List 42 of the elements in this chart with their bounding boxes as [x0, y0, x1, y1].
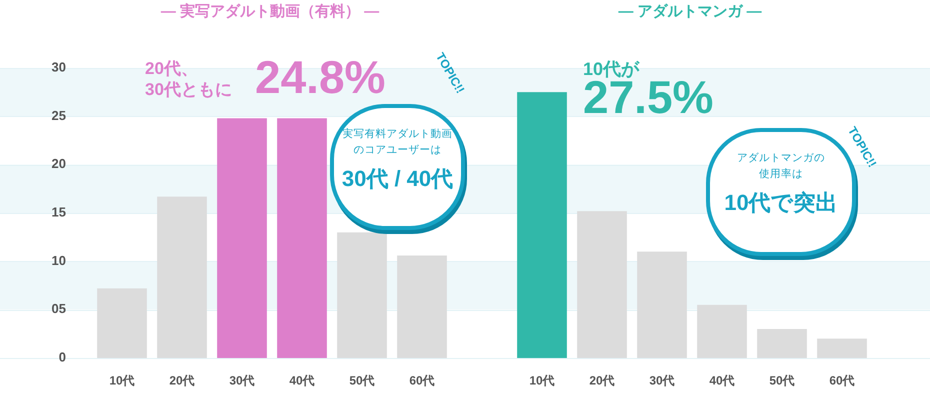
bar	[157, 196, 207, 358]
annotation: のコアユーザーは	[352, 143, 442, 158]
annotation: アダルトマンガの	[737, 152, 825, 164]
bar	[697, 304, 747, 358]
y-tick-label: 10	[52, 252, 66, 268]
chart-title: — 実写アダルト動画（有料） —	[160, 2, 380, 21]
bar	[637, 252, 687, 358]
bar	[97, 288, 147, 358]
annotation: 30代 / 40代	[340, 165, 454, 193]
annotation: 使用率は	[759, 168, 803, 180]
x-tick-label: 60代	[829, 374, 855, 388]
bar	[577, 211, 627, 358]
y-tick-label: 20	[52, 156, 66, 172]
x-tick-label: 30代	[649, 374, 675, 388]
annotation: 30代ともに	[145, 79, 232, 101]
bar	[397, 256, 447, 358]
bar	[817, 338, 867, 358]
x-tick-label: 50代	[769, 374, 795, 388]
x-tick-label: 20代	[169, 374, 195, 388]
bar	[277, 118, 327, 358]
y-tick-label: 15	[52, 204, 66, 220]
y-tick-label: 25	[52, 108, 66, 123]
bar	[217, 118, 267, 358]
bar	[757, 329, 807, 358]
x-tick-label: 10代	[529, 374, 555, 388]
y-tick-label: 05	[52, 301, 66, 316]
x-tick-label: 30代	[229, 374, 255, 388]
annotation: 20代、	[145, 58, 198, 80]
chart-title: — アダルトマンガ —	[618, 2, 762, 21]
x-tick-label: 10代	[109, 374, 135, 388]
annotation: 実写有料アダルト動画	[342, 127, 454, 142]
bar	[517, 92, 567, 358]
x-tick-label: 50代	[349, 374, 375, 388]
x-tick-label: 40代	[709, 374, 735, 388]
y-tick-label: 0	[58, 350, 66, 365]
x-tick-label: 40代	[289, 374, 315, 388]
annotation: 24.8%	[255, 50, 386, 104]
bar	[337, 232, 387, 358]
annotation: 10代で突出	[723, 189, 839, 217]
x-tick-label: 20代	[589, 374, 615, 388]
x-tick-label: 60代	[409, 374, 435, 388]
y-tick-label: 30	[52, 60, 66, 75]
